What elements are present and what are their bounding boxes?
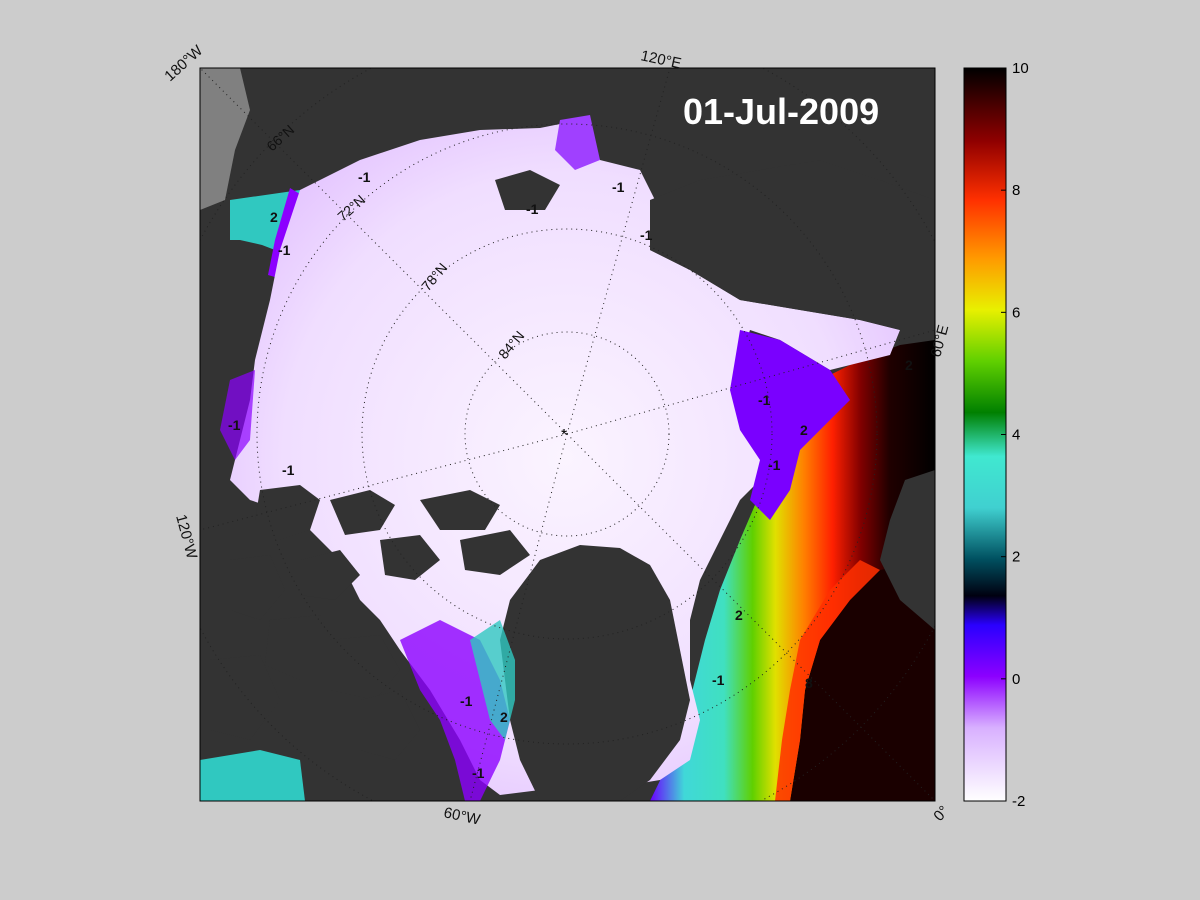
kara-sea-purple (730, 330, 850, 520)
lon-label-0: 0° (930, 803, 952, 825)
colorbar-gradient (963, 67, 1007, 802)
colorbar: 10 8 6 4 2 0 -2 (963, 60, 1029, 810)
contour-labels: -1 -1 -1 -1 -1 -1 -1 -1 -1 2 2 2 2 2 8 -… (228, 169, 913, 781)
lon-label-120w: 120°W (172, 513, 200, 562)
contour-label: 2 (800, 422, 808, 438)
contour-label: -1 (472, 765, 485, 781)
contour-label: -1 (768, 457, 781, 473)
east-siberian-island (495, 170, 560, 210)
colorbar-ticks: 10 8 6 4 2 0 -2 (1001, 60, 1029, 810)
colorbar-tick-label: 6 (1012, 304, 1020, 321)
colorbar-tick-label: 8 (1012, 182, 1020, 199)
graticule (200, 68, 935, 801)
hudson-bay-water (200, 750, 305, 801)
contour-label: 2 (270, 209, 278, 225)
greenland-land (500, 545, 690, 801)
contour-label: 2 (735, 607, 743, 623)
contour-label: -1 (640, 227, 653, 243)
contour-label: -1 (278, 242, 291, 258)
contour-label: 2 (905, 357, 913, 373)
contour-label: -1 (712, 672, 725, 688)
contour-label: 2 (500, 709, 508, 725)
colorbar-tick-label: 2 (1012, 549, 1020, 566)
contour-label: 8 (805, 675, 813, 691)
contour-label: -1 (612, 179, 625, 195)
north-pole-marker: * (561, 427, 567, 444)
contour-label: -1 (526, 201, 539, 217)
contour-label: -1 (282, 462, 295, 478)
scandinavia-land (880, 470, 935, 630)
colorbar-tick-label: 0 (1012, 671, 1020, 688)
contour-label: -1 (358, 169, 371, 185)
warm-core (790, 560, 935, 801)
lon-label-60w: 60°W (442, 804, 482, 828)
date-label: 01-Jul-2009 (683, 91, 879, 132)
contour-label: -1 (758, 392, 771, 408)
colorbar-tick-label: -2 (1012, 793, 1025, 810)
arctic-ice-cover (230, 120, 900, 795)
siberia-land (650, 160, 935, 330)
canadian-archipelago (210, 485, 530, 760)
ellesmere-edge (220, 370, 255, 460)
contour-label: -1 (460, 693, 473, 709)
contour-label: -1 (228, 417, 241, 433)
red-band (775, 560, 880, 801)
baffin-teal (470, 620, 515, 740)
map-area: * (200, 68, 935, 801)
laptev-purple (555, 115, 600, 170)
no-data-region (200, 68, 250, 210)
map-border (199, 67, 936, 802)
colorbar-tick-label: 4 (1012, 427, 1020, 444)
colorbar-tick-label: 10 (1012, 60, 1029, 77)
